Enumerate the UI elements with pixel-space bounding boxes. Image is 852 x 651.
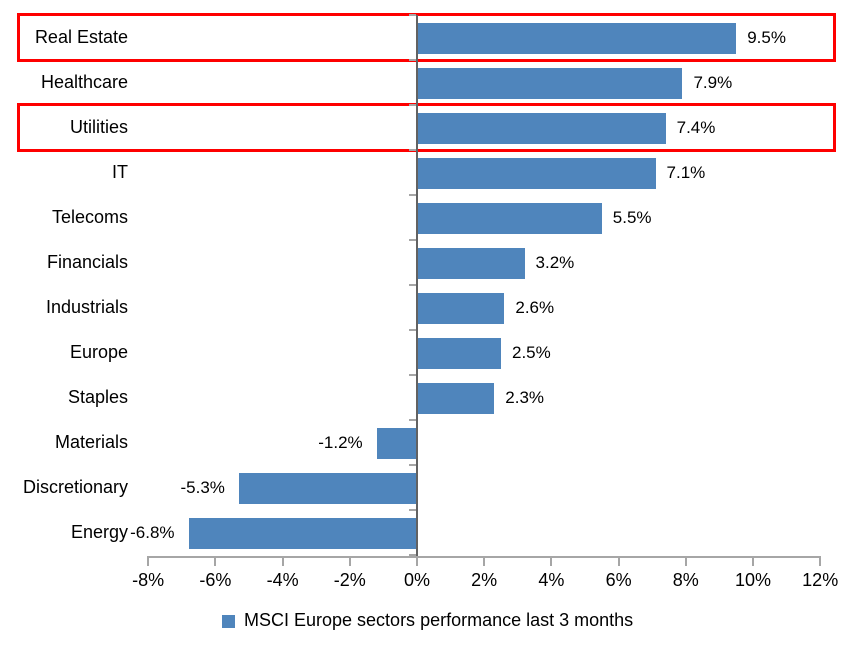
- x-tick-label: 4%: [538, 570, 565, 590]
- x-tick: [281, 556, 284, 566]
- bar-value-label: 5.5%: [612, 207, 652, 227]
- category-label: Industrials: [45, 297, 128, 317]
- category-tick: [409, 239, 416, 241]
- bar: [238, 473, 417, 504]
- bar: [417, 23, 737, 54]
- highlight-box: [17, 13, 836, 62]
- bar: [417, 383, 495, 414]
- bar: [188, 518, 417, 549]
- x-tick-label: -6%: [199, 570, 232, 590]
- bar-value-label: -1.2%: [318, 432, 363, 452]
- legend-marker-icon: [222, 615, 235, 628]
- x-tick-label: -2%: [333, 570, 366, 590]
- x-tick: [483, 556, 486, 566]
- bar-value-label: 9.5%: [747, 27, 786, 47]
- category-label: Materials: [54, 432, 128, 452]
- category-label: Europe: [69, 342, 128, 362]
- x-tick: [617, 556, 620, 566]
- legend: MSCI Europe sectors performance last 3 m…: [222, 610, 633, 631]
- category-tick: [409, 509, 416, 511]
- category-label: Healthcare: [40, 72, 128, 92]
- category-label: Staples: [67, 387, 128, 407]
- category-label: Telecoms: [51, 207, 128, 227]
- bar: [417, 203, 602, 234]
- category-label: Real Estate: [34, 27, 128, 47]
- bar-value-label: -6.8%: [130, 522, 175, 542]
- bar-value-label: 7.9%: [693, 72, 733, 92]
- bar: [376, 428, 417, 459]
- x-tick-label: 6%: [605, 570, 632, 590]
- category-axis: [416, 15, 418, 558]
- category-tick: [409, 329, 416, 331]
- category-label: Utilities: [69, 117, 128, 137]
- category-tick: [409, 194, 416, 196]
- x-tick-label: 8%: [672, 570, 699, 590]
- bar: [417, 113, 666, 144]
- bar: [417, 248, 525, 279]
- x-tick: [752, 556, 754, 566]
- category-tick: [409, 419, 416, 421]
- x-tick: [348, 556, 351, 566]
- category-tick: [409, 149, 416, 151]
- x-tick-label: 10%: [734, 570, 772, 590]
- bar: [417, 293, 505, 324]
- bar-value-label: 2.5%: [512, 342, 551, 362]
- highlight-box: [17, 103, 836, 152]
- category-label: Financials: [46, 252, 128, 272]
- x-tick-label: 12%: [802, 570, 839, 590]
- category-label: Discretionary: [22, 477, 128, 497]
- bar-value-label: 2.6%: [515, 297, 555, 317]
- x-tick: [550, 556, 553, 566]
- bar: [417, 158, 656, 189]
- category-label: Energy: [70, 522, 128, 542]
- category-label: IT: [112, 162, 128, 182]
- bar-value-label: 3.2%: [535, 252, 575, 272]
- legend-label: MSCI Europe sectors performance last 3 m…: [244, 610, 634, 630]
- x-tick: [416, 556, 418, 566]
- bar-value-label: 7.4%: [676, 117, 716, 137]
- category-tick: [409, 374, 416, 376]
- x-tick-label: -4%: [266, 570, 299, 590]
- bar-value-label: 2.3%: [505, 387, 545, 407]
- x-tick-label: 2%: [471, 570, 498, 590]
- x-tick-label: -8%: [132, 570, 165, 590]
- category-tick: [409, 104, 416, 106]
- category-tick: [409, 59, 416, 61]
- x-tick: [684, 556, 687, 566]
- category-tick: [409, 464, 416, 466]
- category-tick: [409, 554, 416, 556]
- bar: [417, 338, 501, 369]
- category-tick: [409, 284, 416, 286]
- x-tick: [819, 556, 822, 566]
- category-tick: [409, 14, 416, 16]
- bar-value-label: 7.1%: [666, 162, 706, 182]
- bar-value-label: -5.3%: [180, 477, 225, 497]
- x-tick: [214, 556, 217, 566]
- x-tick-label: 0%: [403, 570, 430, 590]
- x-tick: [147, 556, 150, 566]
- bar: [417, 68, 683, 99]
